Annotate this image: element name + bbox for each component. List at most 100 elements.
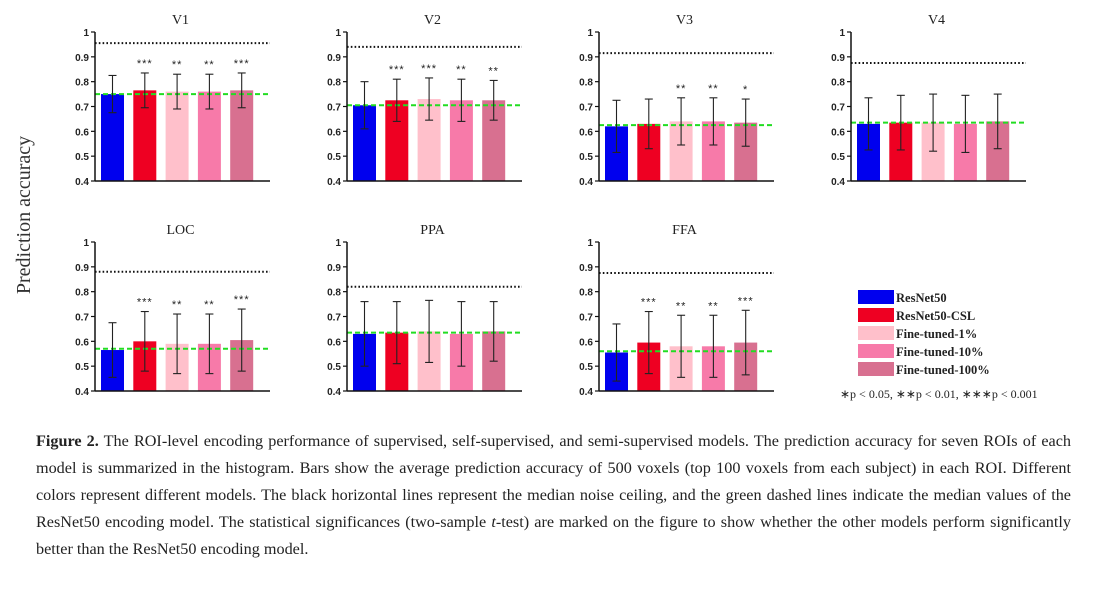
error-bar xyxy=(237,308,246,372)
bar-fine-tuned-100 xyxy=(734,122,758,181)
error-bar xyxy=(612,323,621,382)
panel-v3: V30.40.50.60.70.80.91** ** * xyxy=(579,13,774,188)
error-bar xyxy=(205,73,214,110)
y-tick-label: 0.9 xyxy=(327,263,341,274)
bar-resnet50-csl xyxy=(385,100,409,181)
panel-v2: V20.40.50.60.70.80.91*** *** ** ** xyxy=(327,13,522,188)
y-tick-label: 0.6 xyxy=(75,127,89,138)
y-tick-label: 0.6 xyxy=(831,127,845,138)
y-tick-label: 0.4 xyxy=(579,177,593,188)
significance-marker: ** xyxy=(708,83,719,95)
error-bar xyxy=(457,301,466,367)
caption-label: Figure 2. xyxy=(36,432,99,450)
bar-resnet50 xyxy=(353,105,376,181)
y-tick-label: 0.4 xyxy=(75,387,89,398)
bar-resnet50 xyxy=(101,94,124,181)
bar-fine-tuned-100 xyxy=(482,100,506,181)
y-tick-label: 0.6 xyxy=(75,337,89,348)
error-bar xyxy=(425,77,434,121)
panel-ppa: PPA 0.4 0.5 0.6 0.7 0.8 0.9 1 xyxy=(327,223,522,398)
bar-fine-tuned-1 xyxy=(921,122,945,181)
y-tick-label: 0.5 xyxy=(75,152,89,163)
y-tick-label: 0.7 xyxy=(579,313,593,324)
error-bar xyxy=(173,73,182,110)
y-tick-label: 1 xyxy=(587,28,593,39)
bar-fine-tuned-10 xyxy=(701,121,725,181)
error-bar xyxy=(425,299,434,363)
y-tick-label: 0.9 xyxy=(579,53,593,64)
significance-marker: ** xyxy=(204,299,215,311)
y-tick-label: 0.4 xyxy=(579,387,593,398)
error-bar xyxy=(205,313,214,375)
y-tick-label: 0.8 xyxy=(75,78,89,89)
significance-marker: ** xyxy=(204,59,215,71)
y-tick-label: 0.5 xyxy=(327,362,341,373)
bar-resnet50 xyxy=(857,123,880,181)
y-tick-label: 0.6 xyxy=(579,337,593,348)
bar-fine-tuned-1 xyxy=(165,91,189,181)
error-bar xyxy=(741,309,750,376)
error-bar xyxy=(896,94,905,151)
y-tick-label: 0.7 xyxy=(831,103,845,114)
error-bar xyxy=(677,314,686,378)
panel-title: PPA xyxy=(420,223,445,238)
y-tick-label: 0.8 xyxy=(579,78,593,89)
panel-title: V1 xyxy=(172,13,189,28)
bar-resnet50-csl xyxy=(889,122,913,181)
error-bar xyxy=(489,79,498,121)
y-tick-label: 1 xyxy=(83,238,89,249)
significance-marker: *** xyxy=(641,297,657,309)
y-tick-label: 0.9 xyxy=(75,53,89,64)
panel-title: LOC xyxy=(167,223,195,238)
error-bar xyxy=(644,98,653,150)
error-bar xyxy=(108,322,117,378)
caption-text-2: -test) are marked on the figure to show … xyxy=(36,513,1071,558)
y-tick-label: 0.8 xyxy=(327,78,341,89)
y-tick-label: 0.9 xyxy=(579,263,593,274)
y-tick-label: 1 xyxy=(587,238,593,249)
error-bar xyxy=(993,93,1002,150)
significance-marker: ** xyxy=(676,83,687,95)
legend-swatch xyxy=(858,326,894,340)
y-tick-label: 0.5 xyxy=(831,152,845,163)
significance-marker: *** xyxy=(421,63,437,75)
panel-title: V4 xyxy=(928,13,945,28)
y-tick-label: 0.8 xyxy=(831,78,845,89)
error-bar xyxy=(457,78,466,122)
legend-item: Fine-tuned-100% xyxy=(858,362,990,377)
y-tick-label: 0.8 xyxy=(327,288,341,299)
error-bar xyxy=(709,314,718,378)
significance-marker: ** xyxy=(488,65,499,77)
error-bar xyxy=(929,93,938,152)
significance-marker: *** xyxy=(234,294,250,306)
y-tick-label: 0.4 xyxy=(327,387,341,398)
significance-marker: *** xyxy=(738,295,754,307)
significance-marker: ** xyxy=(172,59,183,71)
bar-resnet50-csl xyxy=(133,90,157,181)
error-bar xyxy=(140,310,149,372)
error-bar xyxy=(173,313,182,375)
y-tick-label: 0.6 xyxy=(327,337,341,348)
y-tick-label: 0.5 xyxy=(579,362,593,373)
y-tick-label: 0.6 xyxy=(579,127,593,138)
legend-swatch xyxy=(858,362,894,376)
y-tick-label: 0.9 xyxy=(831,53,845,64)
y-tick-label: 0.5 xyxy=(579,152,593,163)
y-tick-label: 0.4 xyxy=(327,177,341,188)
panel-title: FFA xyxy=(672,223,698,238)
y-tick-label: 0.7 xyxy=(75,313,89,324)
legend-item: ResNet50 xyxy=(858,290,947,305)
legend-label: Fine-tuned-100% xyxy=(896,363,990,377)
y-tick-label: 1 xyxy=(335,238,341,249)
error-bar xyxy=(108,74,117,114)
y-tick-label: 0.8 xyxy=(75,288,89,299)
y-axis-label: Prediction accuracy xyxy=(13,136,35,294)
y-tick-label: 0.8 xyxy=(579,288,593,299)
significance-marker: *** xyxy=(389,64,405,76)
y-tick-label: 0.9 xyxy=(75,263,89,274)
significance-marker: *** xyxy=(137,58,153,70)
error-bar xyxy=(677,97,686,146)
error-bar xyxy=(237,72,246,109)
significance-legend: ∗p < 0.05, ∗∗p < 0.01, ∗∗∗p < 0.001 xyxy=(840,387,1038,401)
